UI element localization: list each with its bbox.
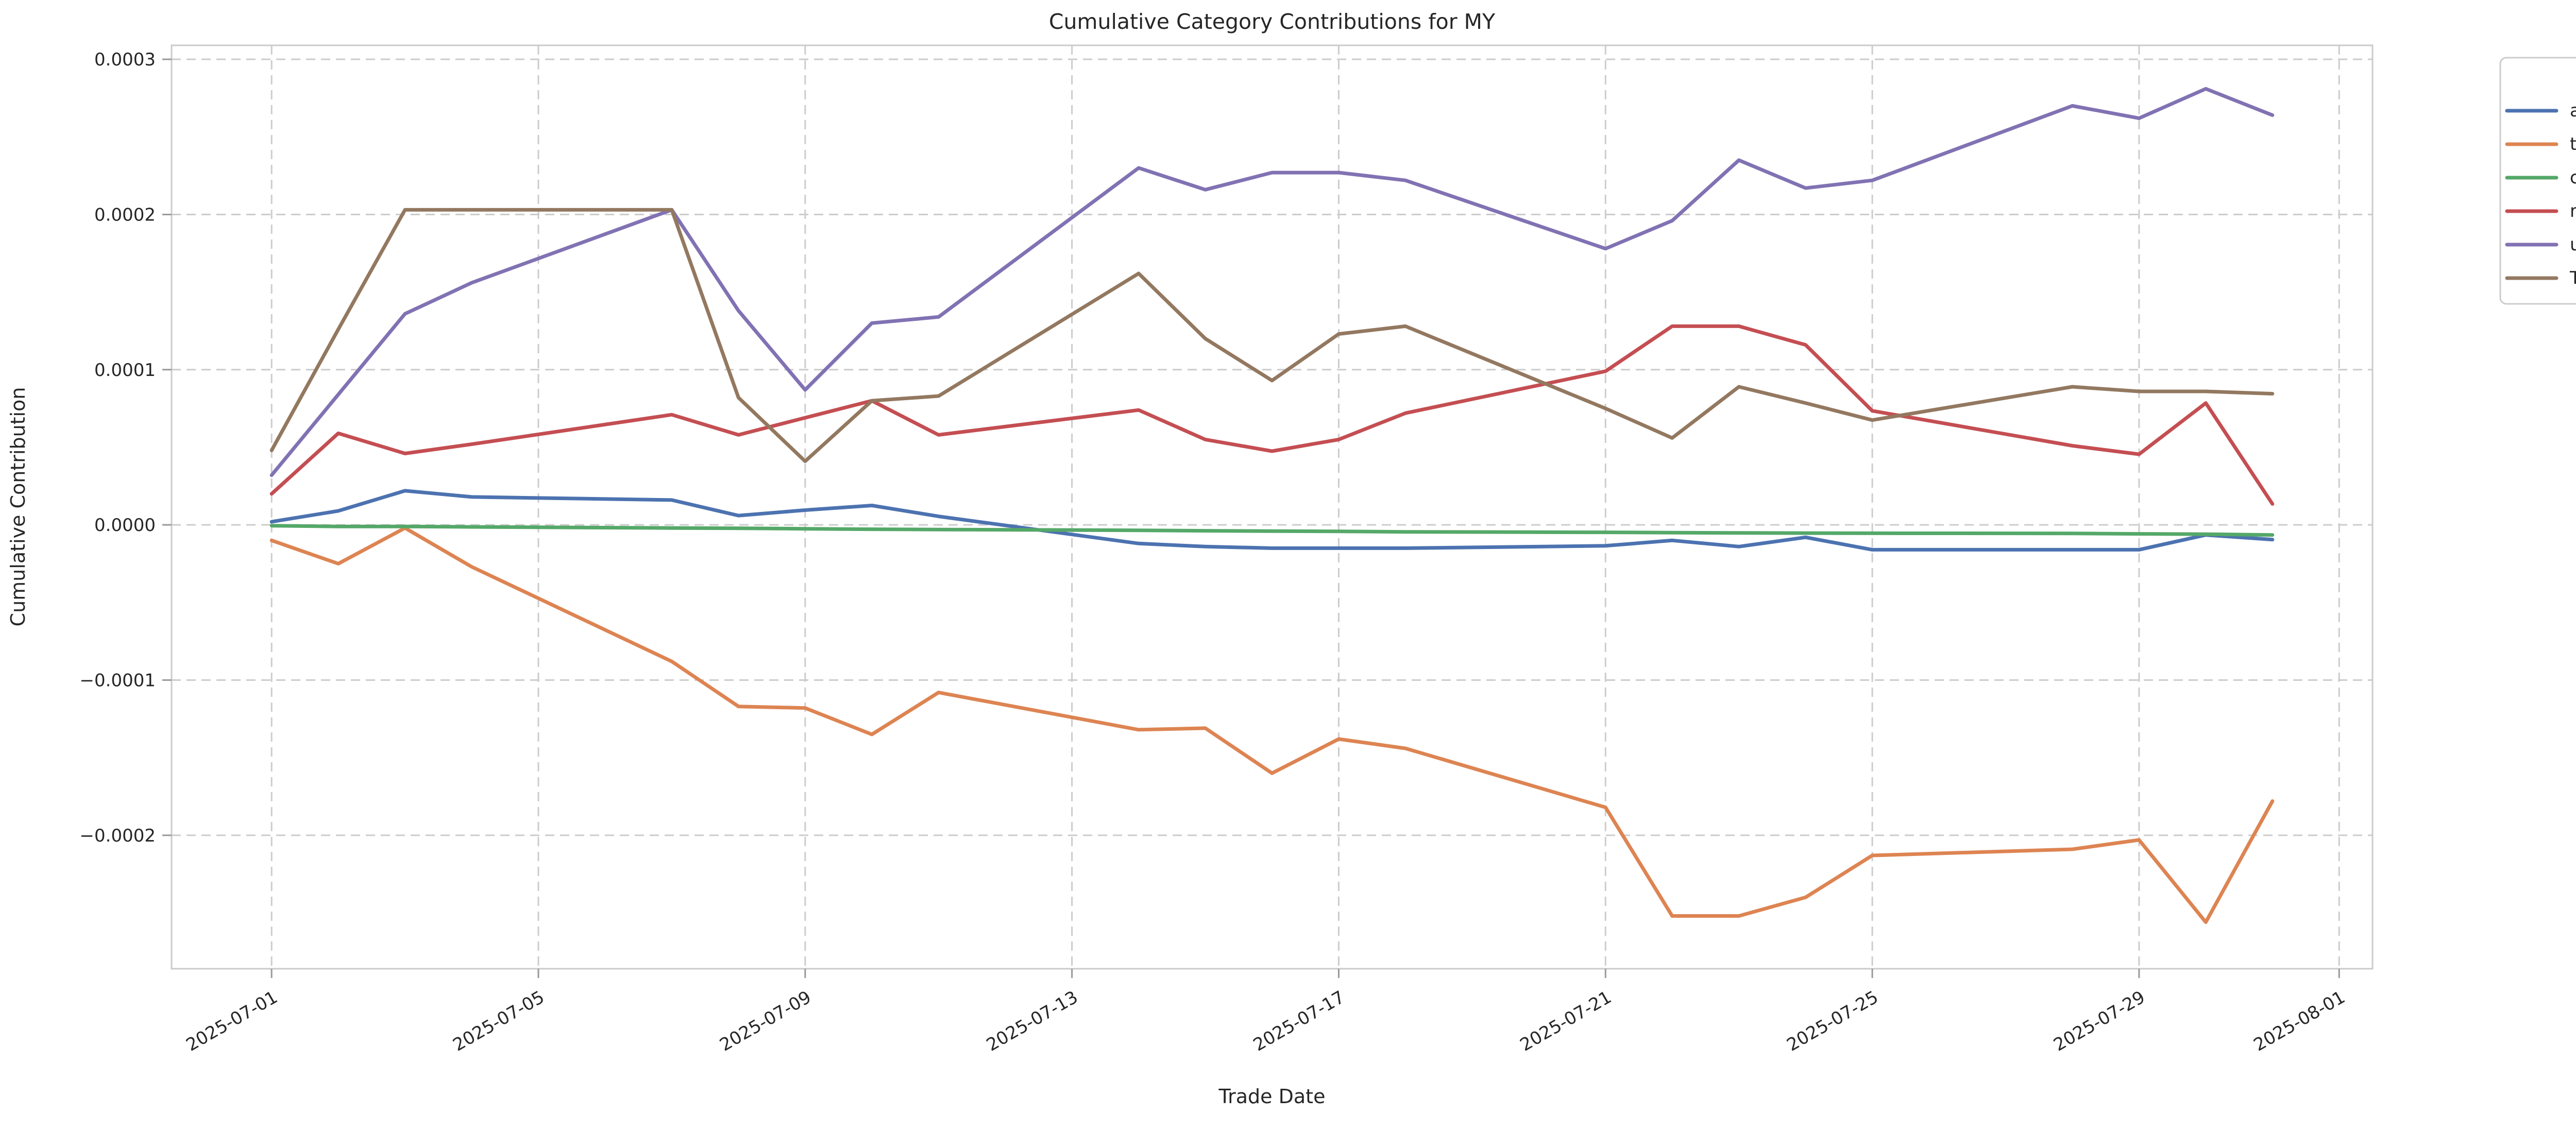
x-tick-labels: 2025-07-01 2025-07-05 2025-07-09 2025-07-13… — [183, 987, 2349, 1055]
y-tick-label: 0.0000 — [94, 515, 156, 536]
x-tick-label: 2025-07-17 — [1250, 987, 1348, 1055]
legend-item-tilt_total: tilt_total — [2570, 134, 2576, 155]
y-tick-label: −0.0002 — [80, 826, 156, 846]
legend-item-unexplained: unexplained — [2570, 234, 2576, 255]
y-axis-label: Cumulative Contribution — [7, 387, 29, 627]
legend: Category alpha_totaltilt_totalcostrisk_e… — [2499, 57, 2576, 305]
x-tick-label: 2025-07-21 — [1517, 987, 1615, 1055]
x-tick-label: 2025-07-13 — [983, 987, 1081, 1055]
x-tick-label: 2025-07-25 — [1783, 987, 1882, 1055]
legend-item-risk_exposure: risk_exposure — [2570, 201, 2576, 221]
x-tick-label: 2025-07-09 — [716, 987, 815, 1055]
y-tick-label: −0.0001 — [80, 670, 156, 691]
x-tick-label: 2025-07-29 — [2050, 987, 2148, 1055]
legend-box — [2499, 57, 2576, 305]
series-layer — [269, 87, 2275, 924]
y-tick-label: 0.0003 — [94, 49, 156, 70]
legend-item-cost: cost — [2570, 167, 2576, 188]
chart-title: Cumulative Category Contributions for MY — [1049, 9, 1496, 34]
series-line-unexplained — [269, 87, 2275, 477]
x-tick-label: 2025-07-05 — [449, 987, 548, 1055]
legend-item-Total: Total — [2569, 268, 2576, 288]
plot-border — [171, 44, 2374, 970]
series-line-cost — [269, 524, 2275, 537]
y-tick-label: 0.0002 — [94, 204, 156, 225]
series-line-tilt_total — [269, 526, 2275, 924]
legend-items: alpha_total tilt_totalcost risk_exposureun… — [2505, 100, 2576, 288]
series-line-alpha_total — [269, 489, 2275, 552]
grid-layer — [172, 45, 2372, 969]
x-axis-label: Trade Date — [1218, 1085, 1326, 1108]
y-tick-labels: −0.0002 −0.0001 0.0000 0.0001 0.0002 0.0003 — [80, 49, 156, 846]
x-tick-label: 2025-07-01 — [183, 987, 281, 1055]
series-line-Total — [269, 208, 2275, 464]
legend-item-alpha_total: alpha_total — [2570, 100, 2576, 121]
tick-layer — [162, 58, 2340, 978]
x-tick-label: 2025-08-01 — [2250, 987, 2349, 1055]
y-tick-label: 0.0001 — [94, 360, 156, 381]
series-line-risk_exposure — [269, 324, 2275, 506]
